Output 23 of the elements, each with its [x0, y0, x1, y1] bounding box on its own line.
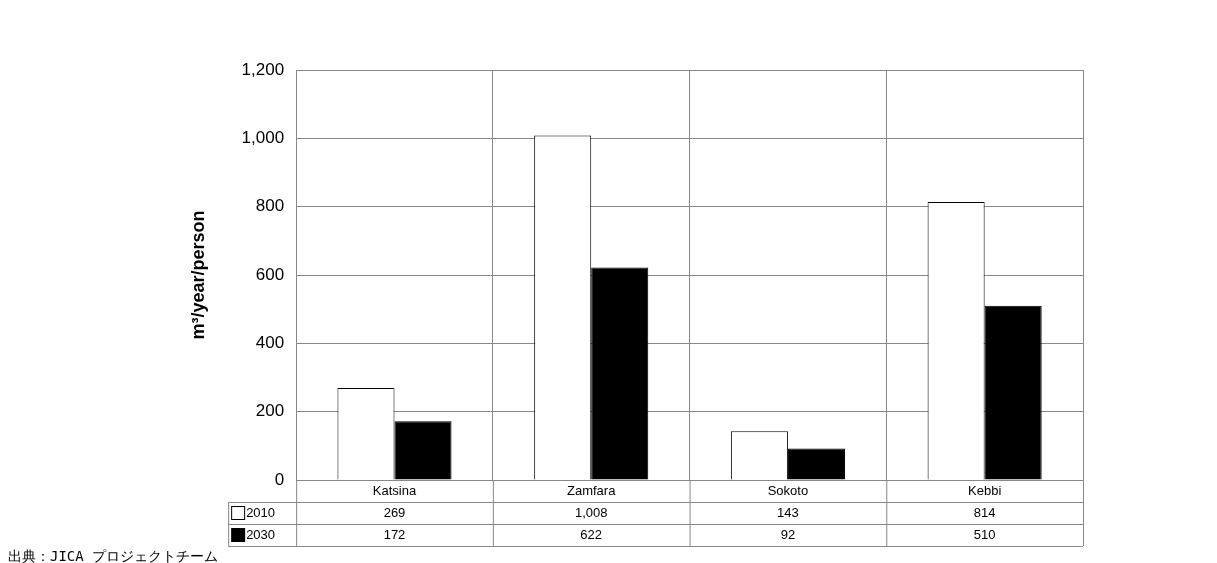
data-label: 622 [580, 526, 603, 542]
y-tick-label: 1,200 [241, 59, 285, 79]
data-label: 143 [777, 504, 799, 520]
x-tick-label: Sokoto [767, 482, 809, 498]
y-tick-label: 200 [255, 401, 285, 421]
x-tick-label: Zamfara [567, 482, 617, 498]
x-tick-label: Kebbi [968, 482, 1002, 498]
data-label: 269 [383, 504, 406, 520]
legend-label: 2030 [246, 526, 276, 542]
legend-label: 2010 [246, 504, 276, 520]
data-label: 814 [973, 504, 996, 520]
data-label: 92 [780, 526, 796, 542]
y-tick-label: 600 [255, 264, 285, 284]
y-tick-label: 800 [255, 196, 285, 216]
y-tick-label: 400 [255, 333, 285, 353]
x-tick-label: Katsina [372, 482, 417, 498]
data-label: 1,008 [574, 504, 608, 520]
data-label: 172 [383, 526, 406, 542]
y-axis-title: m³/year/person [187, 210, 208, 340]
source-note: 出典：JICA プロジェクトチーム [8, 548, 220, 563]
y-tick-label: 1,000 [241, 128, 285, 148]
y-tick-label: 0 [274, 469, 285, 489]
data-label: 510 [973, 526, 996, 542]
